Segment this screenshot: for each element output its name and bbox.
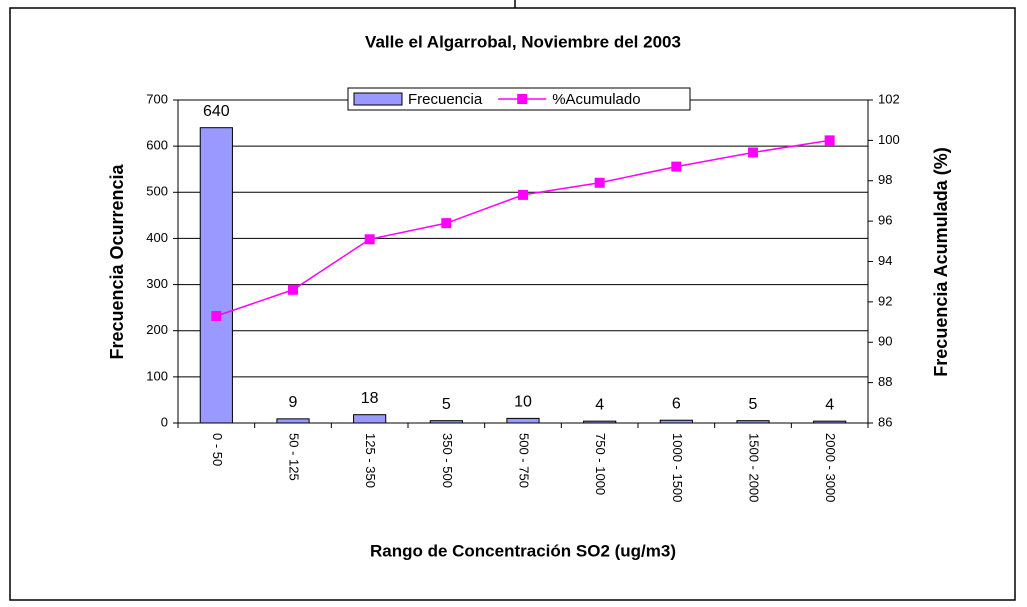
data-label: 5 bbox=[749, 396, 758, 413]
y2-tick-label: 94 bbox=[878, 253, 892, 268]
y2-axis-title: Frecuencia Acumulada (%) bbox=[931, 147, 951, 376]
y-tick-label: 0 bbox=[161, 414, 168, 429]
y-tick-label: 300 bbox=[146, 276, 168, 291]
x-tick-label: 500 - 750 bbox=[517, 433, 532, 488]
chart-title: Valle el Algarrobal, Noviembre del 2003 bbox=[365, 32, 681, 51]
legend-label: Frecuencia bbox=[408, 91, 483, 108]
y-tick-label: 600 bbox=[146, 138, 168, 153]
y2-tick-label: 96 bbox=[878, 213, 892, 228]
line-marker bbox=[288, 284, 298, 295]
y2-tick-label: 102 bbox=[878, 91, 900, 106]
line-marker bbox=[211, 311, 222, 322]
data-label: 5 bbox=[442, 396, 451, 413]
y2-tick-label: 90 bbox=[878, 334, 892, 349]
data-label: 640 bbox=[203, 103, 230, 120]
x-tick-label: 1000 - 1500 bbox=[670, 433, 685, 502]
bar bbox=[659, 419, 693, 424]
y-tick-label: 100 bbox=[146, 368, 168, 383]
bar bbox=[583, 420, 617, 424]
line-marker bbox=[441, 218, 452, 229]
y2-tick-label: 86 bbox=[878, 414, 892, 429]
bar bbox=[736, 420, 770, 424]
bar bbox=[813, 420, 847, 424]
bar bbox=[199, 127, 233, 424]
y2-tick-label: 88 bbox=[878, 374, 892, 389]
x-tick-label: 350 - 500 bbox=[440, 433, 455, 488]
data-label: 9 bbox=[289, 394, 298, 411]
y-axis-title: Frecuencia Ocurrencia bbox=[107, 163, 127, 359]
y-tick-label: 400 bbox=[146, 230, 168, 245]
data-label: 4 bbox=[595, 396, 604, 413]
x-tick-label: 2000 - 3000 bbox=[823, 433, 838, 502]
x-tick-label: 0 - 50 bbox=[210, 433, 225, 466]
line-marker bbox=[671, 161, 682, 172]
legend-label: %Acumulado bbox=[552, 91, 640, 108]
x-tick-label: 750 - 1000 bbox=[593, 433, 608, 495]
line-marker bbox=[748, 147, 758, 158]
y2-tick-label: 98 bbox=[878, 172, 892, 187]
line-marker bbox=[364, 234, 375, 245]
y-tick-label: 200 bbox=[146, 322, 168, 337]
line-marker bbox=[518, 189, 528, 200]
legend-swatch bbox=[353, 92, 403, 106]
y2-tick-label: 92 bbox=[878, 293, 892, 308]
bar bbox=[353, 414, 387, 424]
bar bbox=[429, 420, 463, 424]
line-marker bbox=[824, 135, 835, 146]
line-marker bbox=[594, 177, 605, 188]
bar bbox=[506, 417, 540, 424]
data-label: 10 bbox=[514, 394, 532, 411]
y-tick-label: 500 bbox=[146, 184, 168, 199]
data-label: 6 bbox=[672, 395, 681, 412]
bar bbox=[276, 418, 310, 424]
y2-tick-label: 100 bbox=[878, 132, 900, 147]
x-axis-title: Rango de Concentración SO2 (ug/m3) bbox=[370, 541, 676, 560]
y-tick-label: 700 bbox=[146, 91, 168, 106]
x-tick-label: 125 - 350 bbox=[363, 433, 378, 488]
legend-swatch-marker bbox=[517, 94, 528, 104]
x-tick-label: 50 - 125 bbox=[287, 433, 302, 481]
x-tick-label: 1500 - 2000 bbox=[747, 433, 762, 502]
data-label: 4 bbox=[825, 396, 834, 413]
data-label: 18 bbox=[361, 390, 379, 407]
